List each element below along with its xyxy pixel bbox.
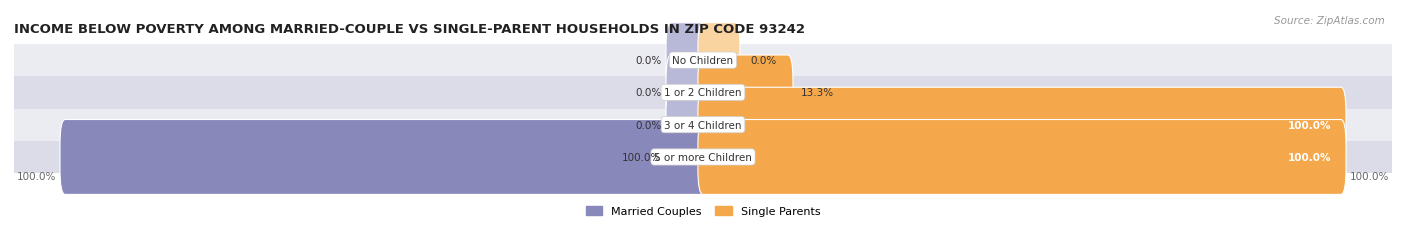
Text: 0.0%: 0.0% [636, 56, 662, 66]
Legend: Married Couples, Single Parents: Married Couples, Single Parents [586, 206, 820, 216]
FancyBboxPatch shape [697, 56, 793, 130]
Text: 0.0%: 0.0% [636, 88, 662, 98]
FancyBboxPatch shape [697, 88, 1346, 162]
Text: Source: ZipAtlas.com: Source: ZipAtlas.com [1274, 16, 1385, 26]
Text: 0.0%: 0.0% [751, 56, 778, 66]
Text: No Children: No Children [672, 56, 734, 66]
Bar [14, 109, 1392, 141]
Text: 100.0%: 100.0% [623, 152, 662, 162]
FancyBboxPatch shape [60, 120, 709, 195]
Text: 100.0%: 100.0% [1350, 172, 1389, 182]
Bar [14, 45, 1392, 77]
Text: 13.3%: 13.3% [800, 88, 834, 98]
Bar [14, 77, 1392, 109]
FancyBboxPatch shape [666, 56, 709, 130]
Text: 100.0%: 100.0% [1288, 120, 1331, 130]
Bar [14, 141, 1392, 173]
Text: 0.0%: 0.0% [636, 120, 662, 130]
Text: 1 or 2 Children: 1 or 2 Children [664, 88, 742, 98]
Text: 100.0%: 100.0% [17, 172, 56, 182]
Text: 3 or 4 Children: 3 or 4 Children [664, 120, 742, 130]
Text: 5 or more Children: 5 or more Children [654, 152, 752, 162]
FancyBboxPatch shape [666, 24, 709, 98]
FancyBboxPatch shape [697, 24, 740, 98]
FancyBboxPatch shape [666, 88, 709, 162]
FancyBboxPatch shape [697, 120, 1346, 195]
Text: 100.0%: 100.0% [1288, 152, 1331, 162]
Text: INCOME BELOW POVERTY AMONG MARRIED-COUPLE VS SINGLE-PARENT HOUSEHOLDS IN ZIP COD: INCOME BELOW POVERTY AMONG MARRIED-COUPL… [14, 23, 806, 36]
